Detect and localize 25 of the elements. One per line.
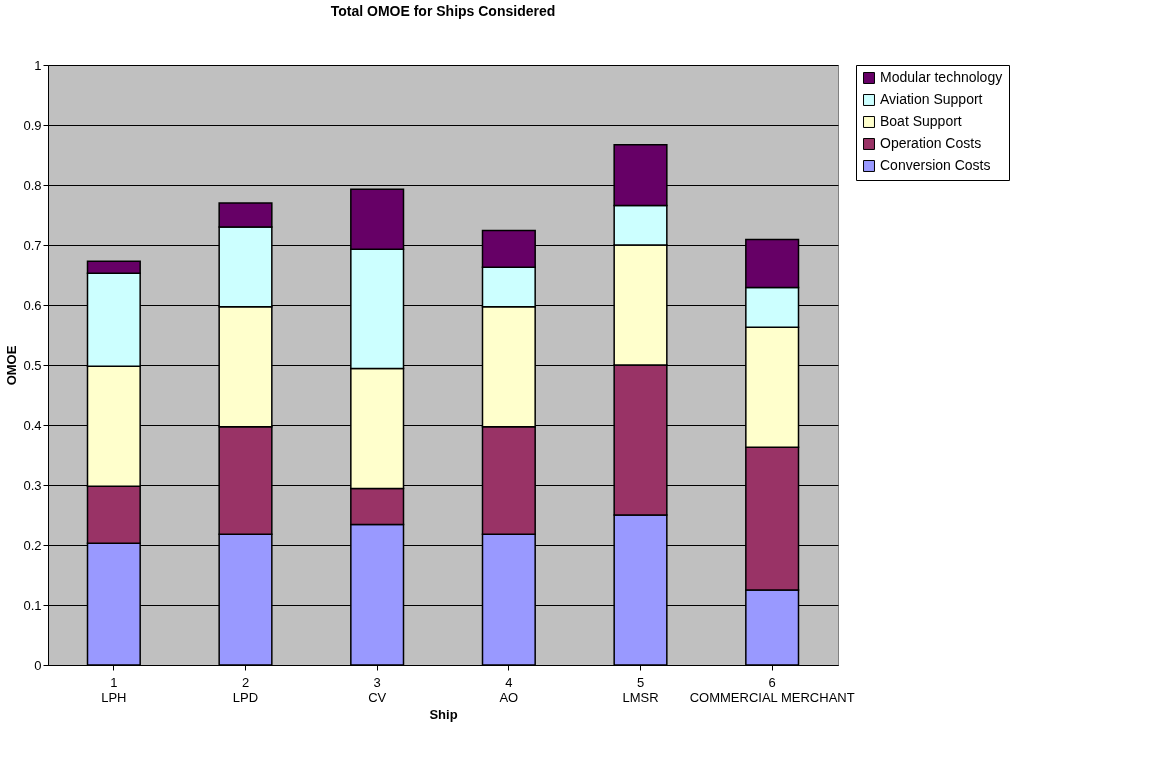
y-tick-label: 0 [34,657,42,673]
legend-label: Modular technology [880,69,1003,85]
x-tick-label: 2 LPD [232,674,259,705]
y-tick-label: 0.9 [23,117,42,133]
y-tick-label: 1 [34,57,42,73]
y-tick-label: 0.3 [23,477,42,493]
legend-label: Aviation Support [880,91,983,107]
legend-label: Boat Support [880,113,962,129]
y-tick-label: 0.8 [23,177,42,193]
y-tick-label: 0.6 [23,297,42,313]
x-tick-label: 3 CV [368,674,387,705]
x-tick-label: 6 COMMERCIAL MERCHANT [689,674,855,705]
y-tick-label: 0.4 [23,417,42,433]
y-tick-label: 0.1 [23,597,42,613]
chart-title: Total OMOE for Ships Considered [330,3,556,19]
y-tick-label: 0.2 [23,537,42,553]
y-tick-label: 0.7 [23,237,42,253]
x-axis-title: Ship [429,706,458,722]
y-axis-title: OMOE [4,345,20,386]
x-tick-label: 5 LMSR [622,674,659,705]
x-tick-label: 4 AO [499,674,519,705]
x-tick-label: 1 LPH [101,674,127,705]
legend-label: Operation Costs [880,135,982,151]
legend-label: Conversion Costs [880,157,991,173]
y-tick-label: 0.5 [23,357,42,373]
